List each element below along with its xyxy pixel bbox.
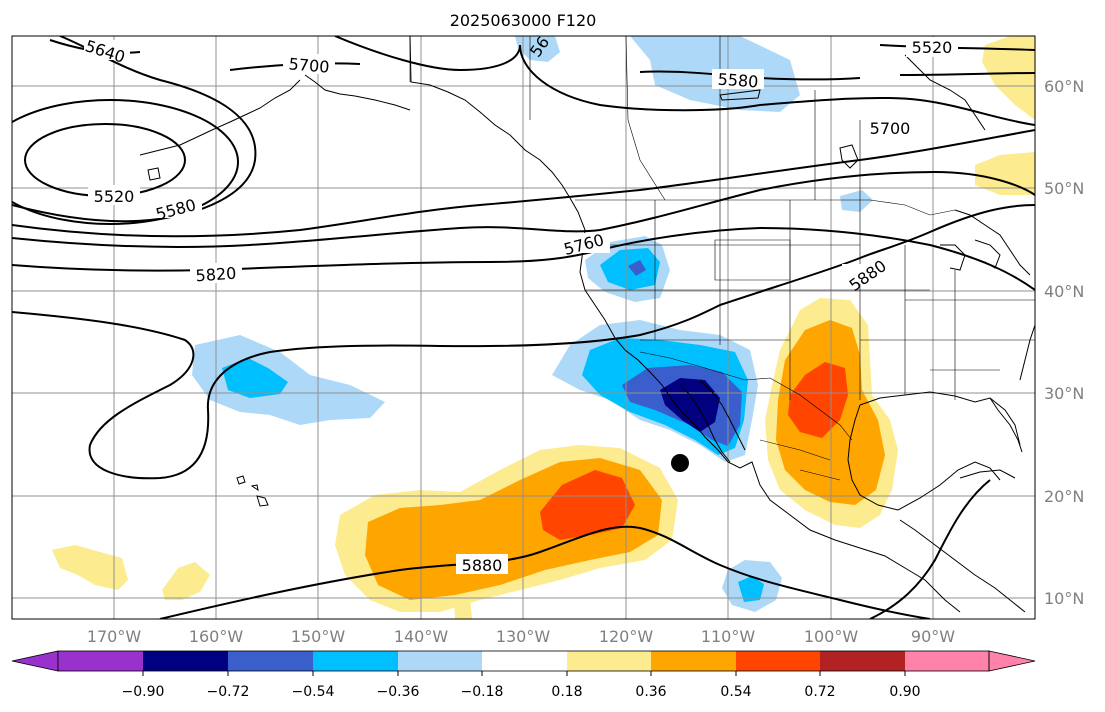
colorbar-tick-label: 0.18: [551, 684, 582, 700]
contour-label-5520-canada: 5520: [912, 38, 953, 57]
anomaly-fill-blue-central-pacific: [222, 358, 288, 398]
colorbar-bin: [228, 651, 313, 671]
colorbar-tick-label: −0.54: [292, 684, 335, 700]
contour-label-5880-pacific: 5880: [462, 556, 503, 575]
anomaly-fill-light-yellow-quebec: [975, 152, 1035, 195]
colorbar-bin: [651, 651, 736, 671]
map-title: 2025063000 F120: [450, 11, 597, 30]
lon-label: 150°W: [291, 627, 346, 646]
anomaly-fill-light-yellow-southern: [454, 596, 472, 619]
lat-label: 60°N: [1044, 77, 1084, 96]
colorbar-tick-label: −0.18: [461, 684, 504, 700]
lon-label: 120°W: [599, 627, 654, 646]
colorbar-bin: [313, 651, 398, 671]
anomaly-fill-light-yellow-hawaii-west: [52, 545, 128, 590]
colorbar: −0.90 −0.72 −0.54 −0.36 −0.18 0.18 0.36 …: [11, 650, 1036, 700]
longitude-labels: 170°W 160°W 150°W 140°W 130°W 120°W 110°…: [87, 627, 955, 646]
colorbar-bin: [820, 651, 905, 671]
lat-label: 50°N: [1044, 179, 1084, 198]
lon-label: 160°W: [189, 627, 244, 646]
anomaly-fill-royal-blue-oregon: [628, 260, 646, 276]
anomaly-fill-blue-oregon: [600, 248, 660, 290]
contour-label-5700-canada: 5700: [870, 119, 911, 138]
colorbar-under-arrow: [11, 650, 59, 672]
colorbar-frame: [57, 650, 990, 672]
colorbar-tick-label: 0.90: [889, 684, 920, 700]
contour-label-5520: 5520: [94, 187, 135, 206]
anomaly-fill-light-yellow-hudson: [982, 36, 1035, 120]
colorbar-tick-label: −0.72: [207, 684, 250, 700]
colorbar-over-arrow: [988, 650, 1036, 672]
colorbar-tick-label: 0.36: [635, 684, 666, 700]
anomaly-fill-red-texas: [788, 362, 848, 438]
contour-label-5820: 5820: [195, 264, 237, 286]
colorbar-tick-label: −0.36: [377, 684, 420, 700]
colorbar-bin: [58, 651, 143, 671]
coastlines: [139, 36, 1035, 613]
colorbar-bin: [143, 651, 228, 671]
colorbar-tick-label: −0.90: [122, 684, 165, 700]
lon-label: 90°W: [911, 627, 955, 646]
colorbar-tick-label: 0.54: [720, 684, 751, 700]
colorbar-bin: [905, 651, 989, 671]
colorbar-bin: [398, 651, 482, 671]
political-borders: [409, 36, 1035, 481]
map-frame: [11, 35, 1036, 620]
map-panel: 5640 5700 5520 5580 5820 5760 5880 5880 …: [12, 36, 1035, 619]
anomaly-fill-red-pacific: [540, 470, 635, 540]
lon-label: 130°W: [496, 627, 551, 646]
lon-label: 110°W: [701, 627, 756, 646]
colorbar-bin: [482, 651, 567, 671]
contour-label-5700: 5700: [288, 54, 330, 76]
lat-label: 10°N: [1044, 589, 1084, 608]
anomaly-fill-light-blue-north: [515, 36, 560, 62]
lon-label: 140°W: [394, 627, 449, 646]
lon-label: 170°W: [87, 627, 142, 646]
anomaly-fill-blue-east-pacific: [738, 576, 764, 602]
lon-label: 100°W: [804, 627, 859, 646]
lat-label: 40°N: [1044, 282, 1084, 301]
contour-label-5580-canada: 5580: [717, 70, 759, 92]
anomaly-fill-light-blue-central-pacific: [192, 335, 385, 425]
lat-label: 30°N: [1044, 384, 1084, 403]
colorbar-bin: [567, 651, 651, 671]
anomaly-fill-light-blue-plains: [840, 190, 873, 212]
lat-label: 20°N: [1044, 487, 1084, 506]
colorbar-tick-label: 0.72: [804, 684, 835, 700]
colorbar-bin: [736, 651, 820, 671]
anomaly-fill-light-yellow-hawaii-east: [162, 562, 210, 600]
latitude-labels: 60°N 50°N 40°N 30°N 20°N 10°N: [1044, 77, 1084, 608]
storm-center-marker: [671, 454, 689, 472]
